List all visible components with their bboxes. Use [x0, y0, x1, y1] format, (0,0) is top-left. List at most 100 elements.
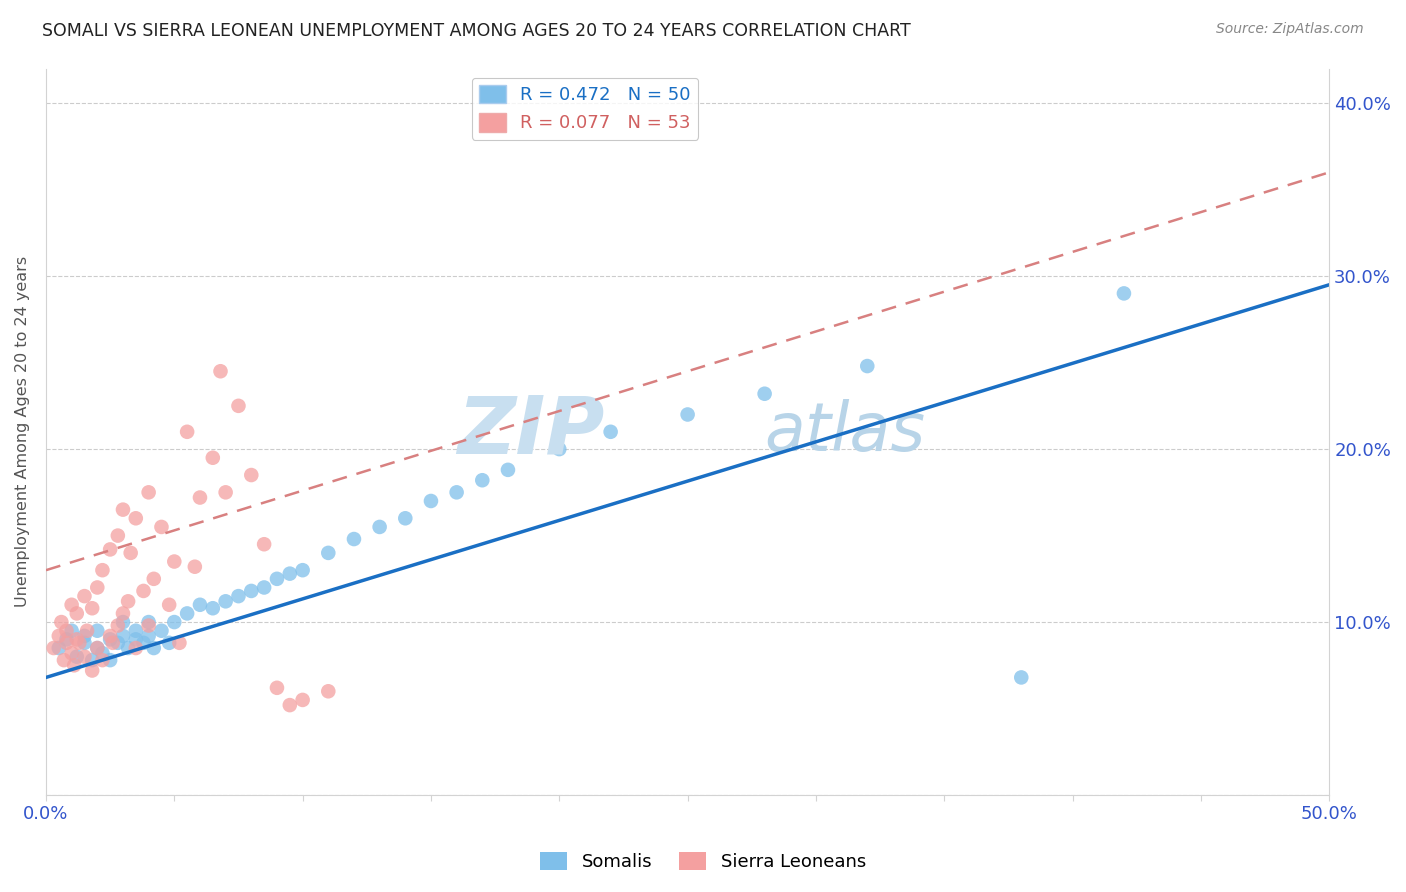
Somalis [73, 636, 96, 650]
Sierra Leoneans [91, 653, 114, 667]
Sierra Leoneans [91, 563, 114, 577]
Somalis [111, 615, 134, 629]
Somalis [394, 511, 416, 525]
Sierra Leoneans [176, 425, 198, 439]
Somalis [176, 607, 198, 621]
Somalis [66, 649, 89, 664]
Somalis [98, 653, 121, 667]
Somalis [343, 532, 366, 546]
Somalis [138, 629, 160, 643]
Sierra Leoneans [214, 485, 236, 500]
Somalis [266, 572, 288, 586]
Sierra Leoneans [55, 636, 77, 650]
Sierra Leoneans [60, 646, 83, 660]
Sierra Leoneans [201, 450, 224, 465]
Somalis [548, 442, 571, 456]
Sierra Leoneans [73, 589, 96, 603]
Somalis [856, 359, 879, 373]
Sierra Leoneans [107, 528, 129, 542]
Somalis [60, 624, 83, 638]
Somalis [676, 408, 699, 422]
Somalis [107, 636, 129, 650]
Sierra Leoneans [266, 681, 288, 695]
Sierra Leoneans [51, 615, 73, 629]
Sierra Leoneans [132, 583, 155, 598]
Somalis [201, 601, 224, 615]
Somalis [599, 425, 621, 439]
Somalis [86, 624, 108, 638]
Somalis [446, 485, 468, 500]
Sierra Leoneans [117, 594, 139, 608]
Somalis [150, 624, 173, 638]
Sierra Leoneans [253, 537, 276, 551]
Somalis [471, 473, 494, 487]
Sierra Leoneans [76, 624, 98, 638]
Y-axis label: Unemployment Among Ages 20 to 24 years: Unemployment Among Ages 20 to 24 years [15, 256, 30, 607]
Sierra Leoneans [316, 684, 339, 698]
Sierra Leoneans [60, 598, 83, 612]
Sierra Leoneans [66, 607, 89, 621]
Sierra Leoneans [73, 649, 96, 664]
Somalis [125, 624, 148, 638]
Sierra Leoneans [125, 511, 148, 525]
Somalis [125, 632, 148, 647]
Sierra Leoneans [98, 542, 121, 557]
Somalis [117, 640, 139, 655]
Somalis [1010, 670, 1032, 684]
Somalis [98, 632, 121, 647]
Sierra Leoneans [52, 653, 75, 667]
Text: SOMALI VS SIERRA LEONEAN UNEMPLOYMENT AMONG AGES 20 TO 24 YEARS CORRELATION CHAR: SOMALI VS SIERRA LEONEAN UNEMPLOYMENT AM… [42, 22, 911, 40]
Somalis [157, 636, 180, 650]
Somalis [55, 632, 77, 647]
Somalis [86, 640, 108, 655]
Sierra Leoneans [240, 468, 263, 483]
Sierra Leoneans [107, 618, 129, 632]
Somalis [368, 520, 391, 534]
Sierra Leoneans [142, 572, 165, 586]
Sierra Leoneans [48, 629, 70, 643]
Sierra Leoneans [169, 636, 191, 650]
Somalis [496, 463, 519, 477]
Somalis [291, 563, 314, 577]
Somalis [240, 583, 263, 598]
Somalis [163, 615, 186, 629]
Sierra Leoneans [86, 640, 108, 655]
Sierra Leoneans [184, 559, 207, 574]
Sierra Leoneans [228, 399, 250, 413]
Sierra Leoneans [66, 632, 89, 647]
Sierra Leoneans [82, 601, 104, 615]
Sierra Leoneans [98, 629, 121, 643]
Sierra Leoneans [188, 491, 211, 505]
Sierra Leoneans [120, 546, 142, 560]
Somalis [73, 629, 96, 643]
Somalis [1112, 286, 1135, 301]
Somalis [48, 640, 70, 655]
Somalis [91, 646, 114, 660]
Sierra Leoneans [125, 640, 148, 655]
Sierra Leoneans [157, 598, 180, 612]
Somalis [132, 636, 155, 650]
Sierra Leoneans [209, 364, 232, 378]
Somalis [82, 653, 104, 667]
Sierra Leoneans [42, 640, 65, 655]
Sierra Leoneans [138, 618, 160, 632]
Sierra Leoneans [291, 693, 314, 707]
Somalis [142, 640, 165, 655]
Sierra Leoneans [86, 581, 108, 595]
Sierra Leoneans [150, 520, 173, 534]
Somalis [214, 594, 236, 608]
Legend: Somalis, Sierra Leoneans: Somalis, Sierra Leoneans [533, 845, 873, 879]
Somalis [188, 598, 211, 612]
Text: atlas: atlas [765, 399, 925, 465]
Sierra Leoneans [63, 658, 86, 673]
Sierra Leoneans [111, 607, 134, 621]
Somalis [278, 566, 301, 581]
Sierra Leoneans [163, 555, 186, 569]
Sierra Leoneans [101, 636, 124, 650]
Somalis [754, 386, 776, 401]
Somalis [138, 615, 160, 629]
Text: ZIP: ZIP [457, 392, 605, 471]
Somalis [316, 546, 339, 560]
Sierra Leoneans [82, 664, 104, 678]
Sierra Leoneans [138, 485, 160, 500]
